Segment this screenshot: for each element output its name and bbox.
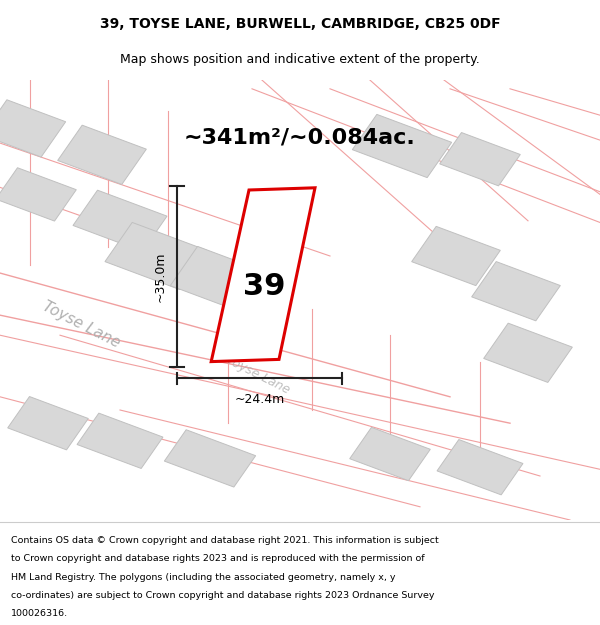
Text: Contains OS data © Crown copyright and database right 2021. This information is : Contains OS data © Crown copyright and d… (11, 536, 439, 545)
Polygon shape (73, 190, 167, 251)
Polygon shape (58, 125, 146, 184)
Polygon shape (437, 439, 523, 495)
Text: Toyse Lane: Toyse Lane (224, 353, 292, 396)
Polygon shape (164, 430, 256, 487)
Text: HM Land Registry. The polygons (including the associated geometry, namely x, y: HM Land Registry. The polygons (includin… (11, 572, 395, 581)
Polygon shape (472, 262, 560, 321)
Polygon shape (211, 188, 315, 362)
Text: ~35.0m: ~35.0m (154, 251, 167, 302)
Polygon shape (77, 413, 163, 469)
Text: 100026316.: 100026316. (11, 609, 68, 618)
Text: Toyse Lane: Toyse Lane (40, 298, 122, 350)
Polygon shape (440, 132, 520, 186)
Text: co-ordinates) are subject to Crown copyright and database rights 2023 Ordnance S: co-ordinates) are subject to Crown copyr… (11, 591, 434, 600)
Polygon shape (350, 428, 430, 481)
Polygon shape (8, 396, 88, 450)
Polygon shape (352, 114, 452, 178)
Text: 39, TOYSE LANE, BURWELL, CAMBRIDGE, CB25 0DF: 39, TOYSE LANE, BURWELL, CAMBRIDGE, CB25… (100, 17, 500, 31)
Polygon shape (170, 246, 262, 309)
Text: ~24.4m: ~24.4m (235, 393, 284, 406)
Polygon shape (105, 222, 207, 289)
Polygon shape (412, 226, 500, 286)
Polygon shape (0, 168, 76, 221)
Polygon shape (484, 323, 572, 382)
Text: ~341m²/~0.084ac.: ~341m²/~0.084ac. (184, 127, 416, 148)
Polygon shape (0, 100, 65, 157)
Text: to Crown copyright and database rights 2023 and is reproduced with the permissio: to Crown copyright and database rights 2… (11, 554, 424, 563)
Text: 39: 39 (243, 272, 285, 301)
Text: Map shows position and indicative extent of the property.: Map shows position and indicative extent… (120, 54, 480, 66)
